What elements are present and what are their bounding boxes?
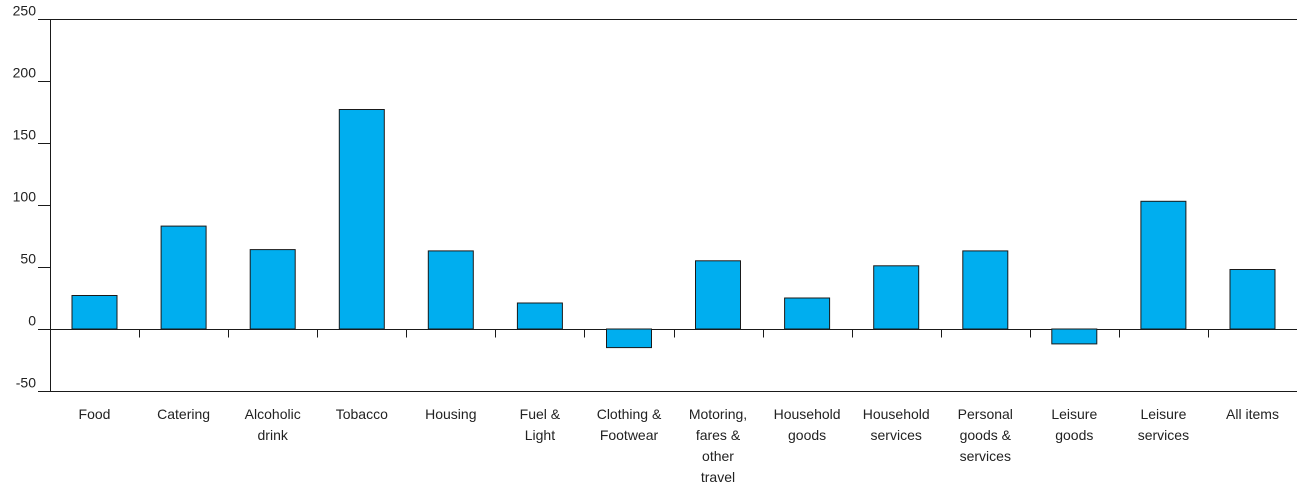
category-label: Catering	[157, 406, 210, 422]
bar	[1051, 328, 1098, 345]
category-label-line: Housing	[425, 406, 476, 422]
category-label-line: Personal	[958, 406, 1013, 422]
category-label-line: Alcoholic	[245, 406, 301, 422]
category-label-line: Leisure	[1140, 406, 1186, 422]
category-label: Household services	[863, 406, 930, 443]
bar	[873, 265, 920, 330]
category-label-line: goods	[1055, 427, 1093, 443]
category-label: Personal goods & services	[958, 406, 1013, 464]
category-label-line: services	[960, 448, 1011, 464]
x-axis	[50, 329, 1297, 338]
bar	[695, 260, 741, 330]
bar	[160, 225, 207, 330]
bar	[1229, 269, 1276, 330]
category-label: Leisure services	[1138, 406, 1189, 443]
y-tick-label: 100	[13, 189, 37, 205]
bar	[606, 328, 652, 349]
category-label-line: services	[871, 427, 922, 443]
category-label-line: fares &	[696, 427, 741, 443]
y-tick-label: 0	[28, 313, 36, 329]
category-label-line: travel	[701, 469, 735, 485]
category-label-line: goods	[788, 427, 826, 443]
category-label-line: All items	[1226, 406, 1279, 422]
bar	[71, 295, 118, 330]
category-label: Tobacco	[336, 406, 388, 422]
category-label-line: goods &	[960, 427, 1012, 443]
category-label-line: Clothing &	[597, 406, 662, 422]
y-tick-label: 150	[13, 127, 37, 143]
category-label: Fuel & Light	[520, 406, 561, 443]
category-label-line: Leisure	[1051, 406, 1097, 422]
category-label-line: Household	[863, 406, 930, 422]
category-label-line: Household	[774, 406, 841, 422]
bar	[338, 109, 385, 330]
category-label: Motoring, fares & other travel	[689, 406, 747, 485]
category-label-line: Catering	[157, 406, 210, 422]
y-tick-label: 50	[20, 251, 36, 267]
category-label-line: Footwear	[600, 427, 659, 443]
y-tick-label: 200	[13, 65, 37, 81]
bars-group	[71, 109, 1276, 349]
category-label: Food	[79, 406, 111, 422]
category-label-line: Light	[525, 427, 555, 443]
category-label-line: Fuel &	[520, 406, 561, 422]
category-label-line: other	[702, 448, 734, 464]
category-label-line: services	[1138, 427, 1189, 443]
category-label-line: drink	[258, 427, 289, 443]
category-label-line: Motoring,	[689, 406, 747, 422]
category-label-line: Tobacco	[336, 406, 388, 422]
category-label: Alcoholic drink	[245, 406, 301, 443]
y-tick-label: 250	[13, 3, 37, 19]
category-label: Household goods	[774, 406, 841, 443]
category-label: Clothing & Footwear	[597, 406, 662, 443]
category-label: Housing	[425, 406, 476, 422]
bar	[516, 302, 563, 330]
category-label: Leisure goods	[1051, 406, 1097, 443]
y-tick-label: -50	[16, 375, 36, 391]
bar	[784, 297, 831, 330]
bar	[962, 250, 1009, 330]
y-axis: 250 200 150 100 50 0 -50	[13, 3, 1297, 392]
category-label-line: Food	[79, 406, 111, 422]
category-label: All items	[1226, 406, 1279, 422]
bar	[249, 249, 296, 330]
bar	[1140, 200, 1187, 330]
bar	[427, 250, 474, 330]
category-labels: Food Catering Alcoholic drink Tobacco Housing…	[79, 406, 1279, 485]
